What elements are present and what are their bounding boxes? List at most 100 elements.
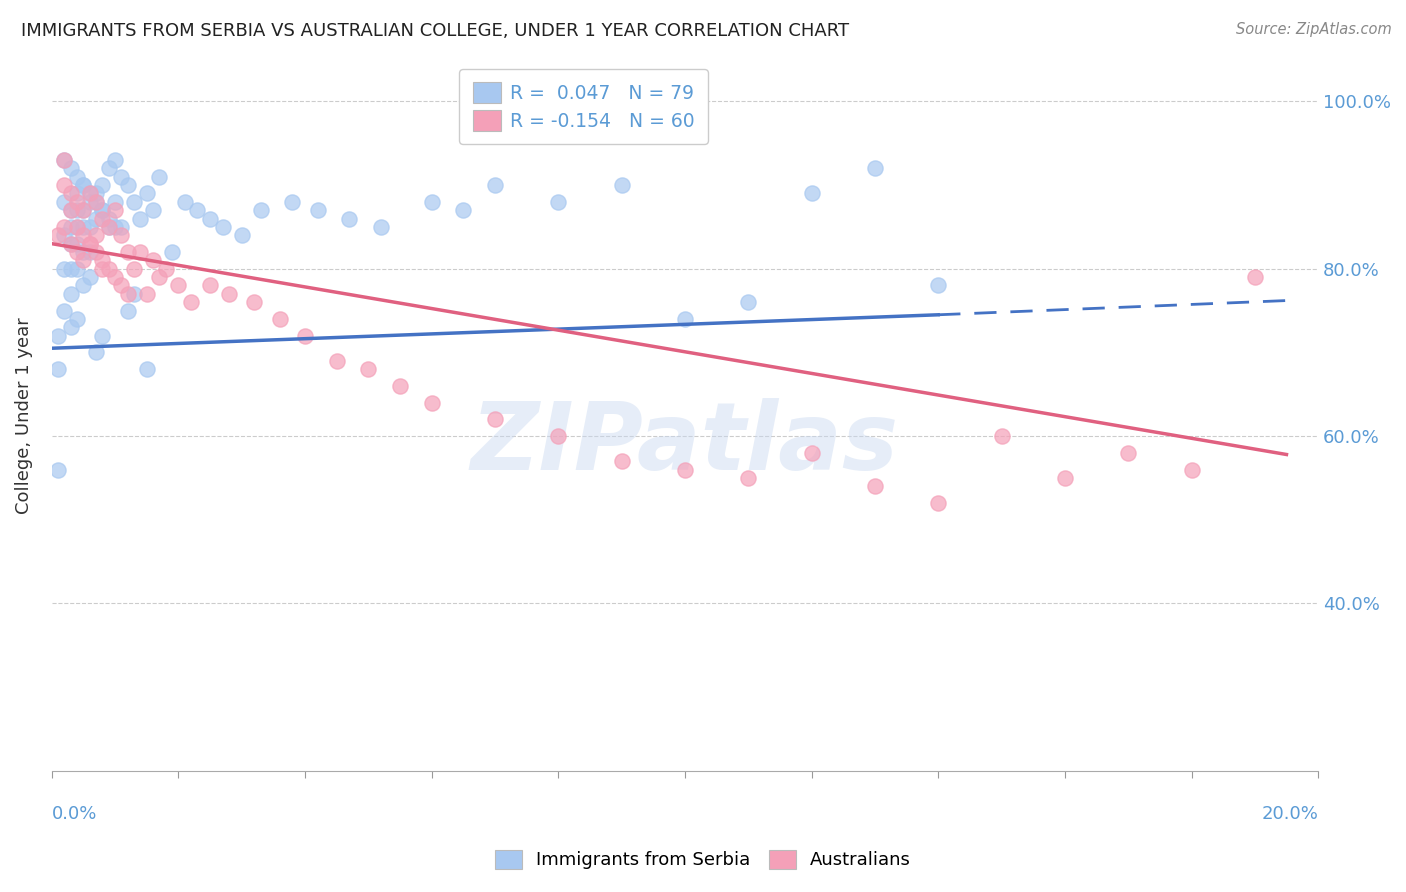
Point [72, 219, 94, 234]
Point [66, 186, 89, 201]
Point [46, 362, 69, 376]
Point [135, 186, 157, 201]
Point [84, 345, 107, 359]
Y-axis label: College, Under 1 year: College, Under 1 year [15, 317, 32, 514]
Point [66, 194, 89, 209]
Point [129, 211, 152, 226]
Point [59, 203, 82, 218]
Point [104, 153, 127, 167]
Point [173, 194, 195, 209]
Text: ZIPatlas: ZIPatlas [471, 398, 898, 490]
Point [420, 395, 443, 409]
Point [66, 245, 89, 260]
Point [863, 161, 886, 176]
Point [357, 362, 380, 376]
Point [59, 219, 82, 234]
Point [337, 211, 360, 226]
Point [72, 245, 94, 260]
Point [97, 219, 120, 234]
Point [79, 219, 101, 234]
Point [148, 169, 170, 184]
Point [59, 261, 82, 276]
Point [66, 203, 89, 218]
Point [84, 194, 107, 209]
Point [66, 261, 89, 276]
Point [800, 446, 823, 460]
Point [388, 379, 411, 393]
Legend: Immigrants from Serbia, Australians: Immigrants from Serbia, Australians [486, 840, 920, 879]
Point [104, 270, 127, 285]
Point [117, 286, 139, 301]
Point [91, 253, 114, 268]
Point [547, 429, 569, 443]
Point [53, 194, 76, 209]
Point [420, 194, 443, 209]
Point [66, 219, 89, 234]
Point [72, 178, 94, 193]
Point [370, 219, 392, 234]
Point [673, 462, 696, 476]
Point [53, 178, 76, 193]
Point [97, 211, 120, 226]
Point [294, 328, 316, 343]
Point [1053, 471, 1076, 485]
Point [72, 203, 94, 218]
Point [84, 245, 107, 260]
Point [66, 236, 89, 251]
Point [110, 219, 132, 234]
Point [72, 178, 94, 193]
Point [117, 303, 139, 318]
Point [104, 203, 127, 218]
Point [59, 236, 82, 251]
Point [453, 203, 475, 218]
Point [59, 161, 82, 176]
Point [91, 178, 114, 193]
Point [927, 496, 949, 510]
Point [79, 186, 101, 201]
Point [91, 203, 114, 218]
Point [53, 153, 76, 167]
Point [1243, 270, 1265, 285]
Point [91, 211, 114, 226]
Point [66, 312, 89, 326]
Point [198, 278, 221, 293]
Point [91, 328, 114, 343]
Point [737, 471, 759, 485]
Text: 0.0%: 0.0% [52, 805, 97, 823]
Point [927, 278, 949, 293]
Point [1116, 446, 1139, 460]
Point [66, 169, 89, 184]
Point [46, 228, 69, 243]
Point [53, 303, 76, 318]
Point [59, 236, 82, 251]
Point [72, 203, 94, 218]
Point [484, 178, 506, 193]
Point [610, 178, 633, 193]
Point [198, 211, 221, 226]
Point [800, 186, 823, 201]
Point [84, 194, 107, 209]
Point [673, 312, 696, 326]
Point [117, 178, 139, 193]
Point [84, 186, 107, 201]
Point [180, 295, 202, 310]
Point [167, 278, 190, 293]
Point [97, 261, 120, 276]
Point [97, 219, 120, 234]
Point [59, 186, 82, 201]
Point [72, 228, 94, 243]
Point [79, 236, 101, 251]
Point [243, 295, 266, 310]
Point [269, 312, 291, 326]
Point [218, 286, 240, 301]
Point [84, 228, 107, 243]
Point [307, 203, 329, 218]
Point [281, 194, 304, 209]
Point [142, 253, 165, 268]
Point [231, 228, 253, 243]
Point [110, 228, 132, 243]
Point [863, 479, 886, 493]
Point [46, 462, 69, 476]
Point [91, 261, 114, 276]
Point [142, 203, 165, 218]
